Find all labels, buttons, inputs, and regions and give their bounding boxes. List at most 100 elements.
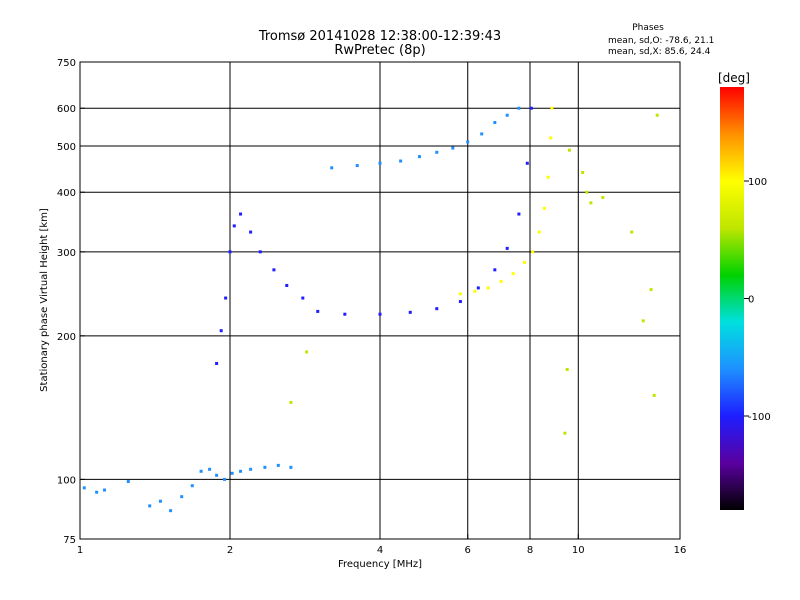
data-point [565,367,569,371]
grid-lines [79,61,681,540]
y-tick-label: 200 [57,332,76,343]
data-point [499,279,503,283]
phase-stats-title: Phases [632,23,664,33]
data-point [223,477,227,481]
data-point [517,212,521,216]
data-point [249,467,253,471]
colorbar-tick-label: 100 [748,177,767,188]
data-point [476,286,480,290]
data-point [537,230,541,234]
x-tick-label: 10 [572,545,585,556]
x-tick-label: 4 [377,545,383,556]
data-point [285,283,289,287]
data-point [655,113,659,117]
data-point [550,106,554,110]
data-point [169,509,173,513]
data-point [289,465,293,469]
data-point [542,206,546,210]
data-point [239,469,243,473]
data-point [82,486,86,490]
data-point [399,159,403,163]
data-point [563,431,567,435]
data-point [289,400,293,404]
data-point [505,113,509,117]
data-point [343,312,347,316]
y-tick-label: 400 [57,188,76,199]
data-point [567,148,571,152]
data-point [263,465,267,469]
data-point [158,499,162,503]
data-point [511,272,515,276]
data-point [517,106,521,110]
chart-title: Tromsø 20141028 12:38:00-12:39:43 [258,29,501,44]
x-tick-label: 8 [527,545,533,556]
data-point [458,292,462,296]
data-point [523,260,527,264]
data-point [148,504,152,508]
data-point [529,106,533,110]
data-point [451,146,455,150]
data-point [301,296,305,300]
data-point [378,161,382,165]
data-point [486,286,490,290]
data-point [505,246,509,250]
data-point [601,195,605,199]
data-point [258,250,262,254]
data-points [82,106,659,513]
colorbar [720,87,744,510]
data-point [493,121,497,125]
data-point [531,250,535,254]
data-point [239,212,243,216]
y-tick-label: 300 [57,248,76,259]
x-tick-labels: 1 2 4 6 8 10 16 [77,545,687,556]
data-point [249,230,253,234]
phase-stats-o: mean, sd,O: -78.6, 21.1 [608,36,714,46]
y-tick-label: 750 [57,58,76,69]
data-point [95,490,99,494]
x-axis-label: Frequency [MHz] [338,559,422,570]
data-point [549,136,553,140]
data-point [103,488,107,492]
data-point [480,132,484,136]
data-point [355,164,359,168]
data-point [525,161,529,165]
data-point [305,350,309,354]
data-point [230,471,234,475]
y-axis-label: Stationary phase Virtual Height [km] [39,208,50,392]
x-tick-label: 1 [77,545,83,556]
data-point [215,361,219,365]
colorbar-ticks: 100 0 -100 [744,177,771,423]
y-tick-label: 600 [57,104,76,115]
colorbar-label: [deg] [718,71,750,85]
data-point [219,329,223,333]
data-point [546,175,550,179]
data-point [458,300,462,304]
data-point [180,495,184,499]
data-point [417,155,421,159]
data-point [224,296,228,300]
data-point [630,230,634,234]
data-point [435,150,439,154]
x-tick-label: 6 [465,545,471,556]
data-point [199,469,203,473]
data-point [473,289,477,293]
data-point [585,190,589,194]
x-tick-label: 2 [227,545,233,556]
data-point [215,473,219,477]
data-point [408,310,412,314]
data-point [435,307,439,311]
y-tick-label: 500 [57,142,76,153]
data-point [581,170,585,174]
data-point [272,268,276,272]
data-point [316,309,320,313]
x-tick-label: 16 [674,545,687,556]
data-point [589,201,593,205]
data-point [493,268,497,272]
y-tick-label: 75 [63,535,76,546]
y-tick-label: 100 [57,475,76,486]
data-point [190,484,194,488]
data-point [276,463,280,467]
data-point [232,224,236,228]
data-point [126,479,130,483]
